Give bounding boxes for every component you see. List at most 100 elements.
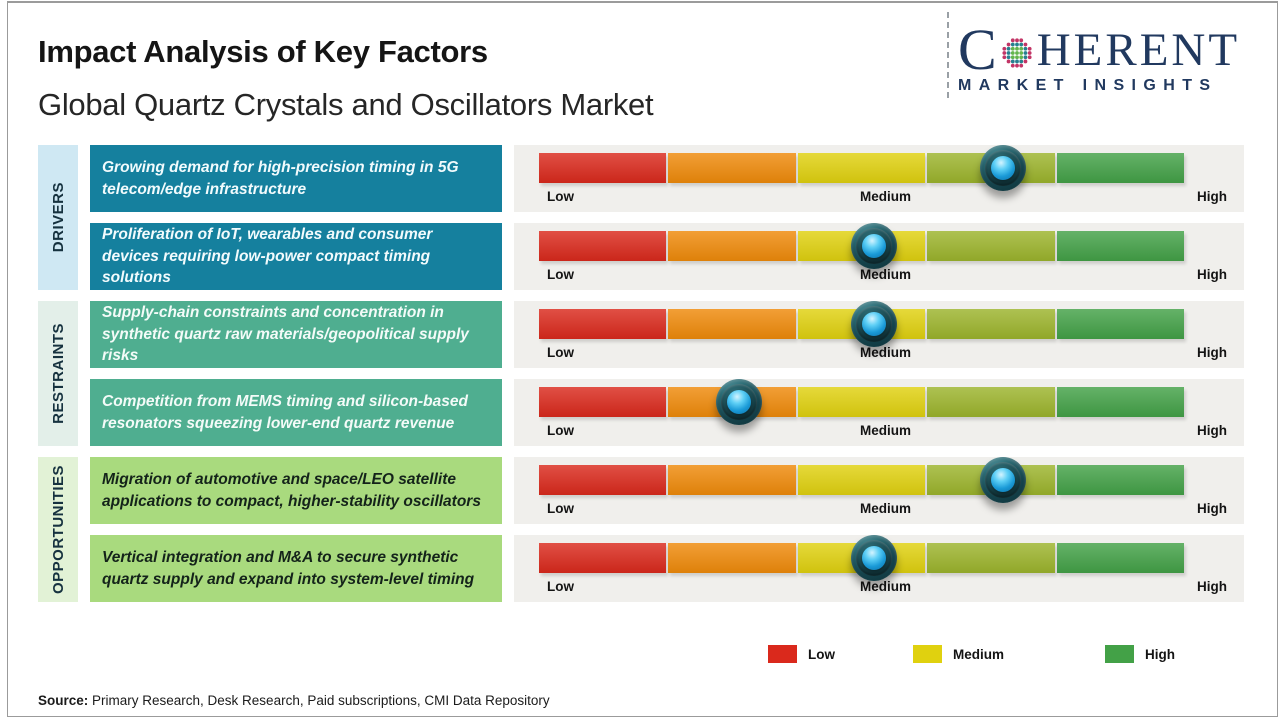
- scale-labels: Low Medium High: [514, 417, 1244, 438]
- scale-segment-medium-high: [927, 231, 1055, 261]
- impact-marker-sphere: [851, 301, 898, 347]
- scale-gradient-bar: [539, 231, 1185, 261]
- legend-swatch-high: [1105, 645, 1134, 663]
- factor-box-opportunity-1: Migration of automotive and space/LEO sa…: [90, 457, 502, 524]
- scale-label-high: High: [1196, 501, 1227, 516]
- factor-box-opportunity-2: Vertical integration and M&A to secure s…: [90, 535, 502, 602]
- page-title: Impact Analysis of Key Factors: [38, 34, 488, 69]
- scale-label-high: High: [1196, 579, 1227, 594]
- scale-segment-low-medium: [668, 153, 796, 183]
- coherent-globe-icon: [1002, 38, 1032, 68]
- category-label-opportunities: OPPORTUNITIES: [49, 464, 67, 594]
- scale-labels: Low Medium High: [514, 261, 1244, 282]
- category-strip-opportunities: OPPORTUNITIES: [38, 457, 78, 602]
- factor-text: Proliferation of IoT, wearables and cons…: [102, 226, 433, 287]
- category-strip-restraints: RESTRAINTS: [38, 301, 78, 446]
- scale-label-high: High: [1196, 423, 1227, 438]
- scale-segment-high: [1056, 543, 1185, 573]
- legend-item-high: High: [1105, 645, 1175, 663]
- page-subtitle: Global Quartz Crystals and Oscillators M…: [38, 87, 654, 122]
- logo-letter-c: C: [958, 17, 997, 82]
- scale-segment-high: [1056, 465, 1185, 495]
- scale-label-medium: Medium: [859, 423, 911, 438]
- factor-text: Growing demand for high-precision timing…: [102, 159, 459, 198]
- factor-box-restraint-1: Supply-chain constraints and concentrati…: [90, 301, 502, 368]
- scale-label-medium: Medium: [859, 345, 911, 360]
- factor-box-driver-2: Proliferation of IoT, wearables and cons…: [90, 223, 502, 290]
- legend-swatch-medium: [913, 645, 942, 663]
- impact-scale-bar: [539, 223, 1185, 269]
- scale-segment-medium: [797, 387, 926, 417]
- category-label-drivers: DRIVERS: [49, 182, 67, 253]
- scale-label-low: Low: [547, 345, 574, 360]
- scale-label-high: High: [1196, 189, 1227, 204]
- scale-label-low: Low: [547, 579, 574, 594]
- scale-label-low: Low: [547, 423, 574, 438]
- legend-item-low: Low: [768, 645, 835, 663]
- scale-gradient-bar: [539, 387, 1185, 417]
- scale-label-medium: Medium: [859, 579, 911, 594]
- scale-segment-low: [539, 543, 667, 573]
- impact-marker-sphere: [851, 535, 898, 581]
- scale-segment-low: [539, 465, 667, 495]
- scale-segment-high: [1056, 153, 1185, 183]
- legend-label-medium: Medium: [953, 646, 1005, 662]
- legend: Low Medium High: [0, 645, 1280, 669]
- scale-label-low: Low: [547, 189, 574, 204]
- scale-segment-low-medium: [668, 465, 796, 495]
- scale-segment-low: [539, 387, 667, 417]
- factor-text: Vertical integration and M&A to secure s…: [102, 549, 475, 588]
- factor-text: Supply-chain constraints and concentrati…: [102, 304, 469, 365]
- impact-scale-panel-5: Low Medium High: [514, 457, 1244, 524]
- scale-segment-low: [539, 153, 667, 183]
- scale-segment-low: [539, 231, 667, 261]
- impact-scale-panel-6: Low Medium High: [514, 535, 1244, 602]
- coherent-market-insights-logo: C HERENT MARKET INSIGHTS: [958, 17, 1260, 95]
- impact-scale-panel-4: Low Medium High: [514, 379, 1244, 446]
- legend-swatch-low: [768, 645, 797, 663]
- factor-text: Competition from MEMS timing and silicon…: [102, 393, 468, 432]
- factor-box-restraint-2: Competition from MEMS timing and silicon…: [90, 379, 502, 446]
- scale-segment-high: [1056, 309, 1185, 339]
- impact-scale-bar: [539, 457, 1185, 503]
- source-line: Source: Primary Research, Desk Research,…: [38, 693, 550, 708]
- logo-wordmark-text: HERENT: [1036, 24, 1241, 76]
- scale-labels: Low Medium High: [514, 339, 1244, 360]
- logo-wordmark: C HERENT: [958, 17, 1260, 82]
- source-label: Source:: [38, 693, 89, 708]
- scale-segment-low: [539, 309, 667, 339]
- scale-label-high: High: [1196, 267, 1227, 282]
- legend-item-medium: Medium: [913, 645, 1004, 663]
- impact-scale-panel-3: Low Medium High: [514, 301, 1244, 368]
- scale-segment-medium: [797, 153, 926, 183]
- scale-segment-medium: [797, 465, 926, 495]
- scale-gradient-bar: [539, 153, 1185, 183]
- scale-segment-low-medium: [668, 231, 796, 261]
- scale-segment-low-medium: [668, 309, 796, 339]
- scale-label-low: Low: [547, 501, 574, 516]
- category-label-restraints: RESTRAINTS: [49, 323, 67, 424]
- scale-label-medium: Medium: [859, 501, 911, 516]
- scale-labels: Low Medium High: [514, 573, 1244, 594]
- scale-segment-high: [1056, 231, 1185, 261]
- impact-scale-bar: [539, 379, 1185, 425]
- scale-gradient-bar: [539, 465, 1185, 495]
- factor-box-driver-1: Growing demand for high-precision timing…: [90, 145, 502, 212]
- scale-segment-high: [1056, 387, 1185, 417]
- impact-scale-bar: [539, 535, 1185, 581]
- impact-scale-panel-1: Low Medium High: [514, 145, 1244, 212]
- category-strip-drivers: DRIVERS: [38, 145, 78, 290]
- impact-scale-bar: [539, 145, 1185, 191]
- legend-label-low: Low: [808, 646, 835, 662]
- impact-scale-panel-2: Low Medium High: [514, 223, 1244, 290]
- source-text: Primary Research, Desk Research, Paid su…: [88, 693, 550, 708]
- impact-marker-sphere: [980, 145, 1027, 191]
- impact-marker-sphere: [980, 457, 1027, 503]
- impact-scale-bar: [539, 301, 1185, 347]
- impact-marker-sphere: [715, 379, 762, 425]
- scale-label-low: Low: [547, 267, 574, 282]
- legend-label-high: High: [1145, 646, 1175, 662]
- scale-label-medium: Medium: [859, 267, 911, 282]
- scale-segment-medium-high: [927, 543, 1055, 573]
- scale-segment-medium-high: [927, 387, 1055, 417]
